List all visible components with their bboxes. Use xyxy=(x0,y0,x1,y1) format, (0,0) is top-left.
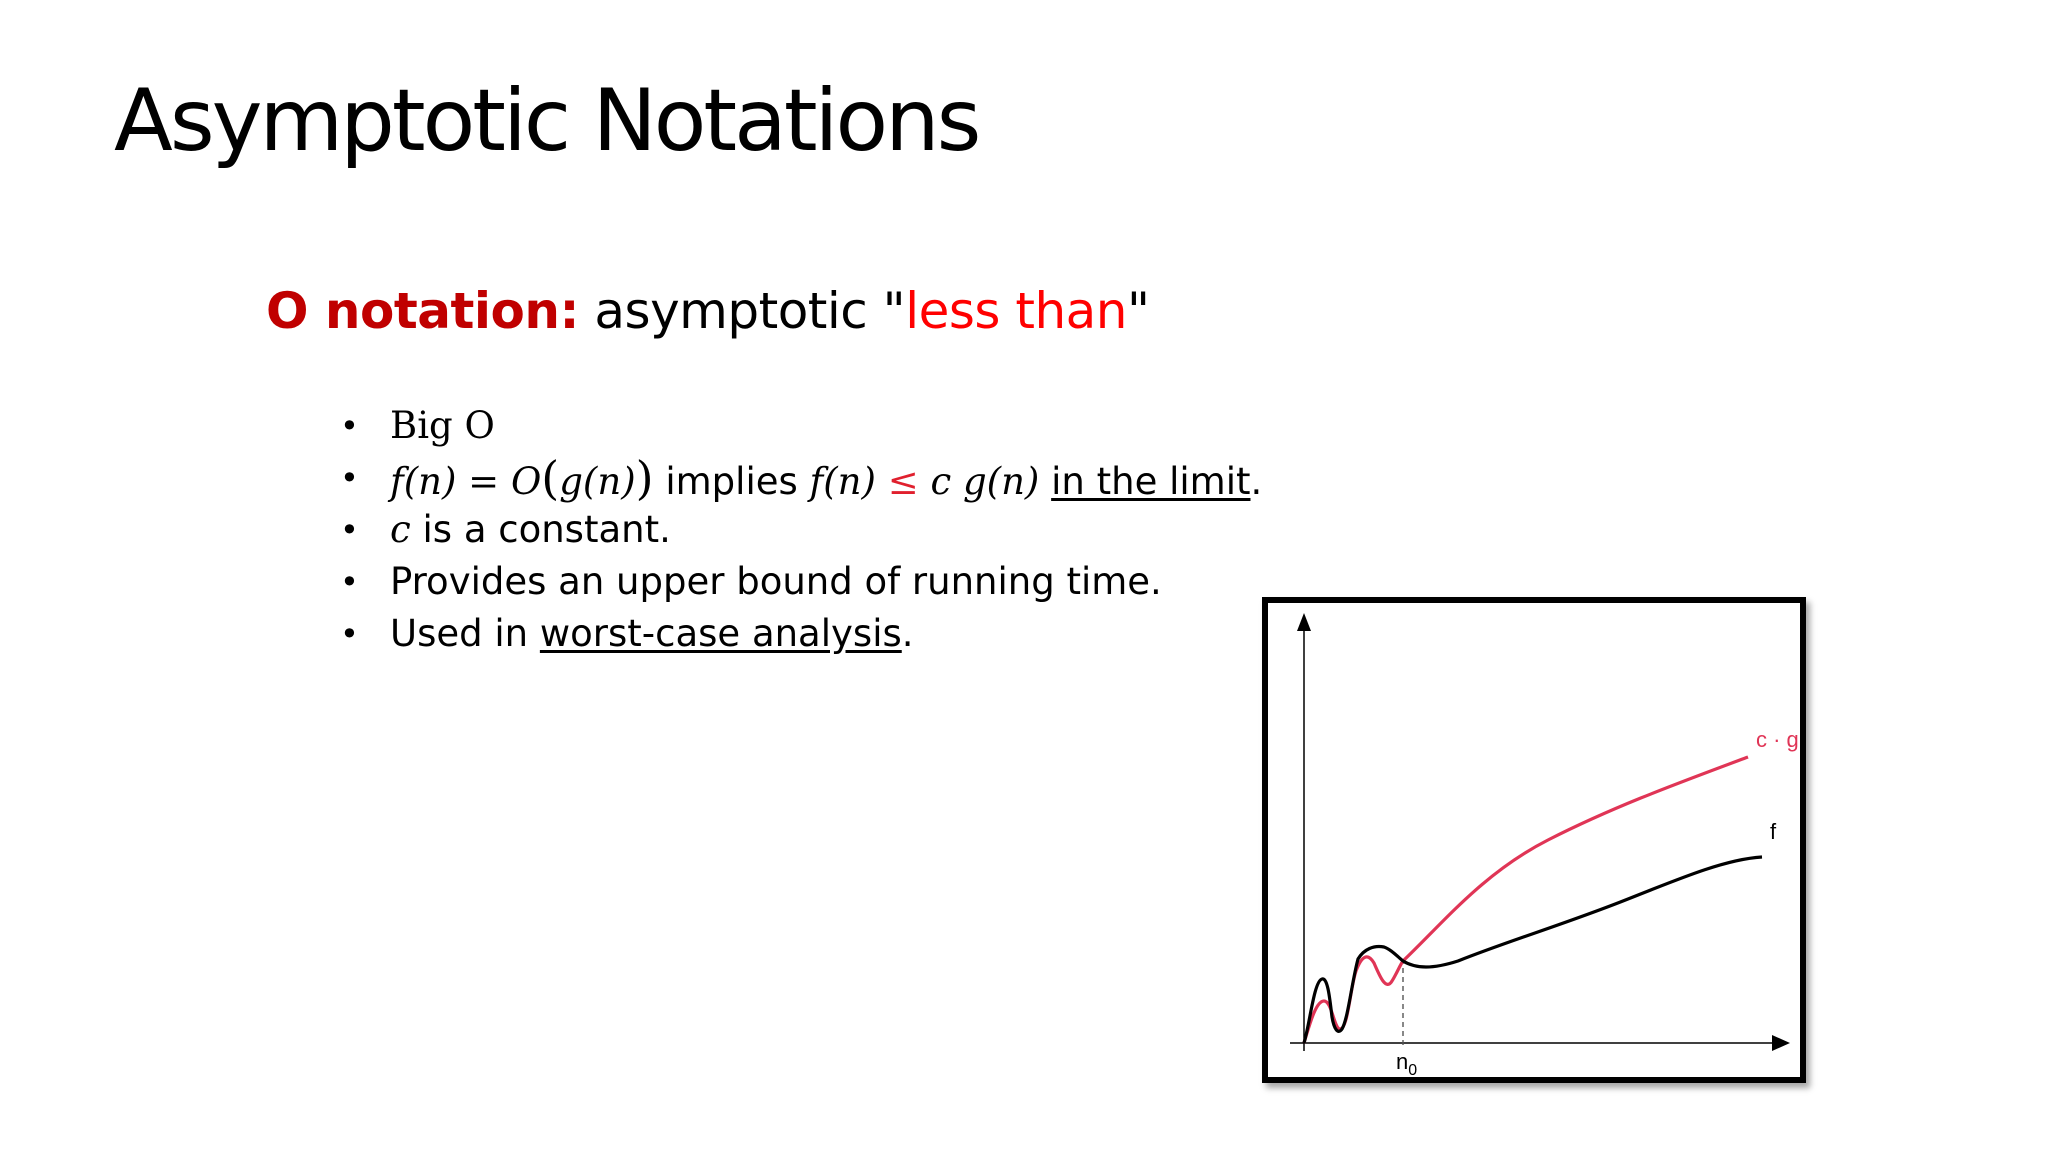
f-label: f xyxy=(1770,819,1777,844)
bullet-definition: f(n) = O(g(n)) implies f(n) ≤ c g(n) in … xyxy=(340,452,1262,504)
math-big-o: O xyxy=(510,460,542,503)
bullet-big-o-text: Big O xyxy=(390,404,495,447)
bullet-worst-case-end: . xyxy=(901,612,914,655)
math-lhs: f(n) xyxy=(390,460,457,503)
big-o-graph: c · g f n0 xyxy=(1290,613,1799,1077)
cg-label: c · g xyxy=(1756,727,1799,752)
big-o-figure: c · g f n0 xyxy=(1262,597,1806,1083)
bullet-upper-bound: Provides an upper bound of running time. xyxy=(340,556,1262,608)
f-curve xyxy=(1302,855,1763,1044)
bullet-constant: c is a constant. xyxy=(340,504,1262,556)
bullet-list: Big O f(n) = O(g(n)) implies f(n) ≤ c g(… xyxy=(340,400,1262,660)
math-lhs2: f(n) xyxy=(809,460,876,503)
math-paren-open: ( xyxy=(541,451,560,505)
n0-label-subscript: 0 xyxy=(1408,1062,1417,1077)
math-rhs-inner: g(n) xyxy=(559,460,636,503)
slide-title: Asymptotic Notations xyxy=(114,71,981,171)
subtitle-text-after: " xyxy=(1126,282,1150,340)
bullet-worst-case-underlined: worst-case analysis xyxy=(539,612,902,655)
math-leq: ≤ xyxy=(887,460,919,503)
subtitle-highlight: less than xyxy=(905,282,1127,340)
arrow-up-icon xyxy=(1297,613,1311,631)
math-rhs2: c g(n) xyxy=(930,460,1040,503)
n0-label-main: n xyxy=(1396,1049,1408,1074)
bullet-upper-bound-text: Provides an upper bound of running time. xyxy=(390,560,1162,603)
math-c: c xyxy=(390,508,411,551)
arrow-right-icon xyxy=(1772,1035,1790,1051)
cg-curve xyxy=(1302,755,1749,1044)
n0-label: n0 xyxy=(1396,1049,1417,1077)
subtitle-keyword: O notation: xyxy=(266,282,579,340)
bullet-definition-end: . xyxy=(1250,460,1263,503)
bullet-definition-underlined: in the limit xyxy=(1051,460,1251,503)
bullet-worst-case: Used in worst-case analysis. xyxy=(340,608,1262,660)
bullet-constant-text: is a constant. xyxy=(410,508,671,551)
subtitle-text-before: asymptotic " xyxy=(578,282,906,340)
bullet-definition-middle: implies xyxy=(653,460,810,503)
math-equals: = xyxy=(468,460,500,503)
bullet-worst-case-prefix: Used in xyxy=(390,612,540,655)
math-paren-close: ) xyxy=(635,451,654,505)
subtitle: O notation: asymptotic "less than" xyxy=(266,286,1150,336)
bullet-big-o: Big O xyxy=(340,400,1262,452)
